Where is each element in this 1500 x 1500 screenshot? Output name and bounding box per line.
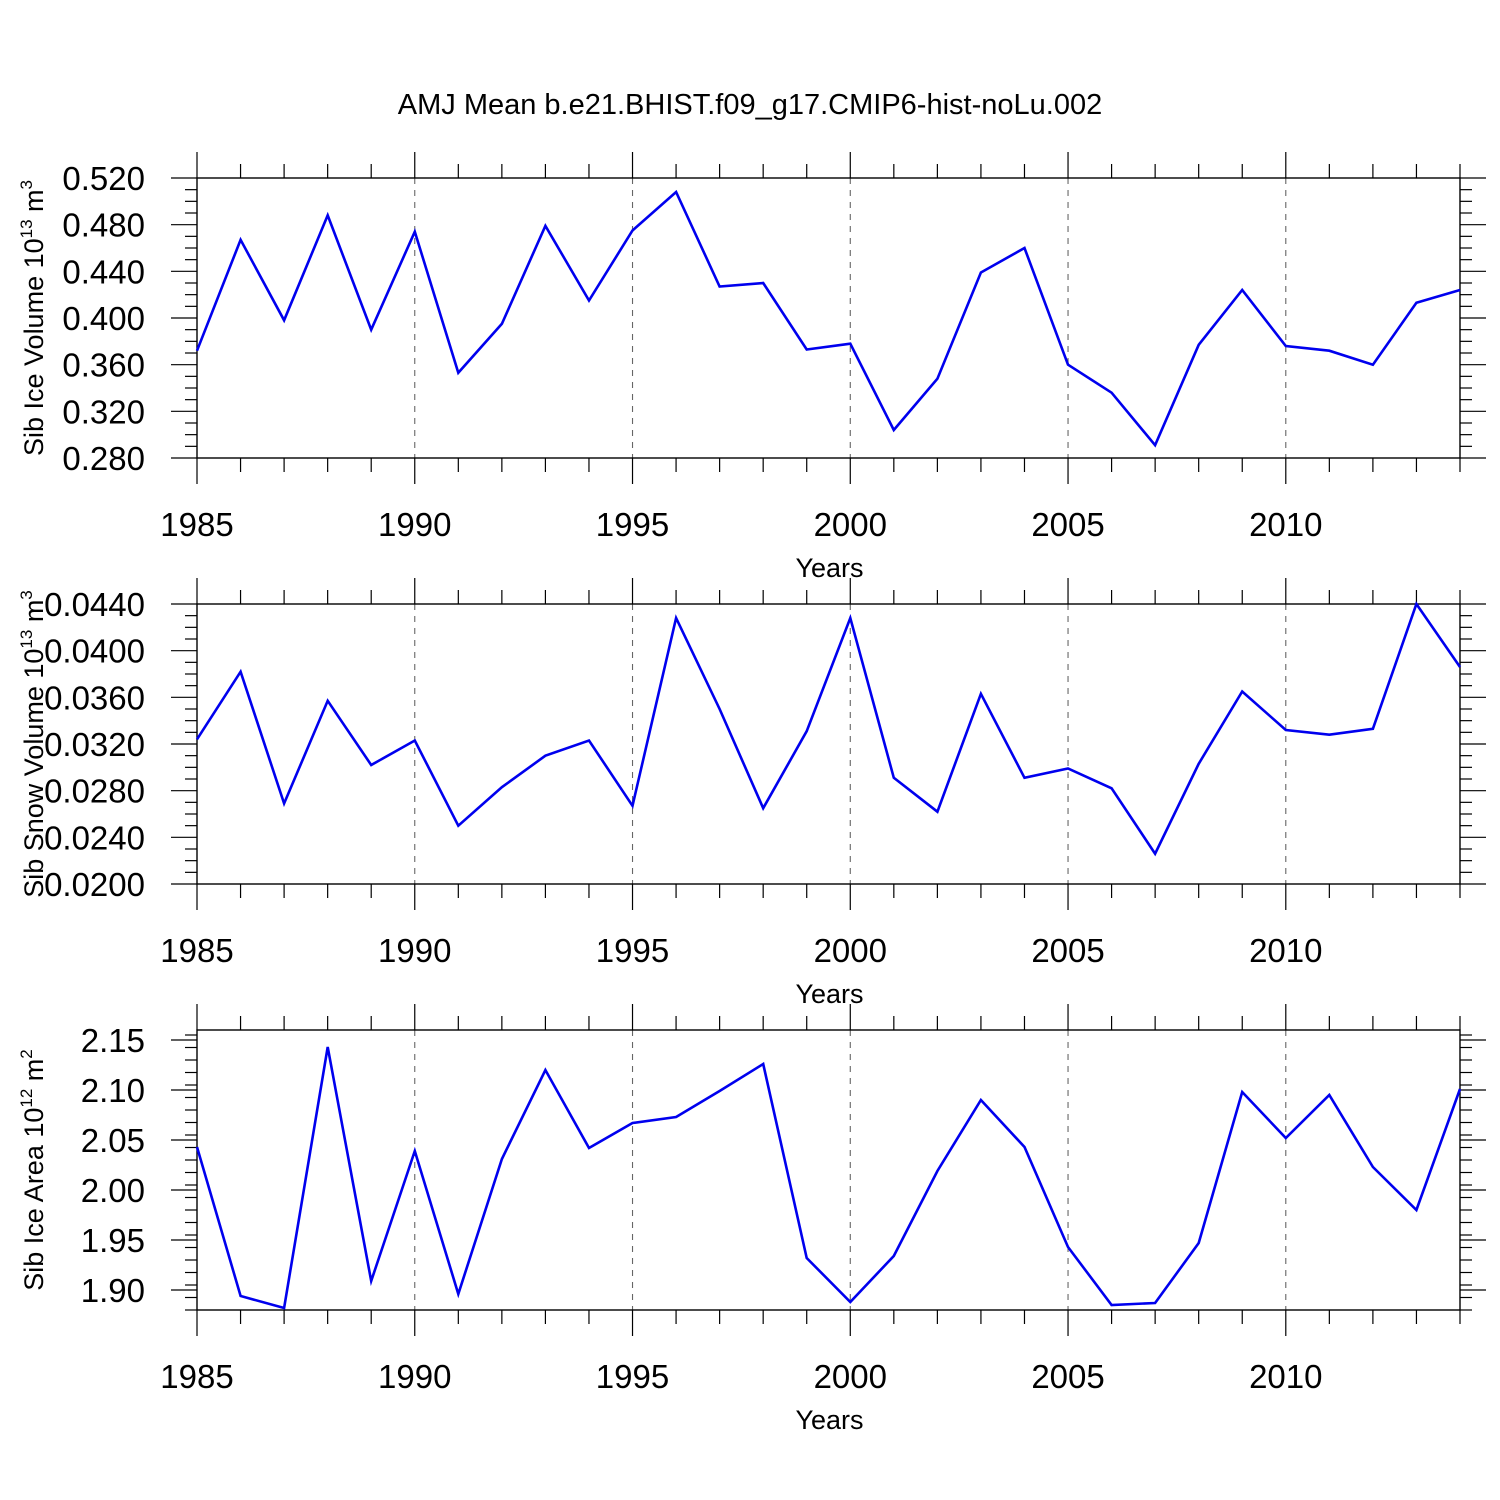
y-tick-label: 0.0360	[44, 679, 145, 716]
x-tick-label: 1985	[160, 932, 233, 969]
y-axis-label: Sib Ice Area 1012 m2	[17, 1049, 49, 1291]
y-axis-label: Sib Ice Volume 1013 m3	[17, 180, 49, 456]
plot-frame	[196, 1029, 1461, 1311]
y-tick-label: 1.90	[81, 1272, 145, 1309]
series-line	[195, 1046, 1462, 1310]
x-tick-label: 2000	[814, 932, 887, 969]
panel-1: 0.280 0.320 0.360 0.400 0.440 0.480 0.520 1985 1…	[17, 152, 1486, 583]
panel-2: 0.0200 0.0240 0.0280 0.0320 0.0360 0.0400 0.04…	[17, 578, 1486, 1009]
y-tick-label: 0.0400	[44, 633, 145, 670]
plot-frame	[196, 603, 1461, 885]
y-tick-label: 0.360	[62, 347, 145, 384]
y-tick-label: 2.00	[81, 1172, 145, 1209]
x-tick-label: 2000	[814, 1358, 887, 1395]
x-tick-label: 1990	[378, 1358, 451, 1395]
x-tick-label: 2010	[1249, 1358, 1322, 1395]
y-tick-label: 0.0280	[44, 773, 145, 810]
x-tick-label: 1990	[378, 506, 451, 543]
y-tick-label: 0.0200	[44, 866, 145, 903]
y-tick-label: 0.0240	[44, 819, 145, 856]
y-axis-label: Sib Snow Volume 1013 m3	[17, 590, 49, 898]
y-tick-label: 2.10	[81, 1072, 145, 1109]
y-tick-label: 0.0320	[44, 726, 145, 763]
x-axis-label: Years	[795, 553, 863, 583]
x-tick-label: 2000	[814, 506, 887, 543]
panel-3: 1.90 1.95 2.00 2.05 2.10 2.15 1985 1990 1995 2000…	[17, 1004, 1486, 1435]
y-tick-label: 0.520	[62, 160, 145, 197]
x-tick-label: 2010	[1249, 932, 1322, 969]
figure-title: AMJ Mean b.e21.BHIST.f09_g17.CMIP6-hist-…	[398, 89, 1102, 121]
x-tick-label: 1990	[378, 932, 451, 969]
y-tick-label: 2.05	[81, 1122, 145, 1159]
y-tick-label: 1.95	[81, 1222, 145, 1259]
x-tick-label: 1985	[160, 1358, 233, 1395]
x-tick-label: 2005	[1031, 506, 1104, 543]
x-tick-label: 1985	[160, 506, 233, 543]
x-tick-label: 2005	[1031, 932, 1104, 969]
y-tick-label: 0.320	[62, 393, 145, 430]
x-tick-label: 1995	[596, 506, 669, 543]
x-tick-label: 2005	[1031, 1358, 1104, 1395]
y-tick-label: 0.280	[62, 440, 145, 477]
x-tick-label: 1995	[596, 932, 669, 969]
y-tick-label: 2.15	[81, 1022, 145, 1059]
series-line	[195, 189, 1461, 448]
plot-frame	[196, 177, 1461, 459]
x-tick-label: 2010	[1249, 506, 1322, 543]
series-line	[195, 601, 1462, 857]
x-tick-label: 1995	[596, 1358, 669, 1395]
y-tick-label: 0.0440	[44, 586, 145, 623]
y-tick-label: 0.440	[62, 253, 145, 290]
y-tick-label: 0.400	[62, 300, 145, 337]
y-tick-label: 0.480	[62, 207, 145, 244]
x-axis-label: Years	[795, 1405, 863, 1435]
x-axis-label: Years	[795, 979, 863, 1009]
